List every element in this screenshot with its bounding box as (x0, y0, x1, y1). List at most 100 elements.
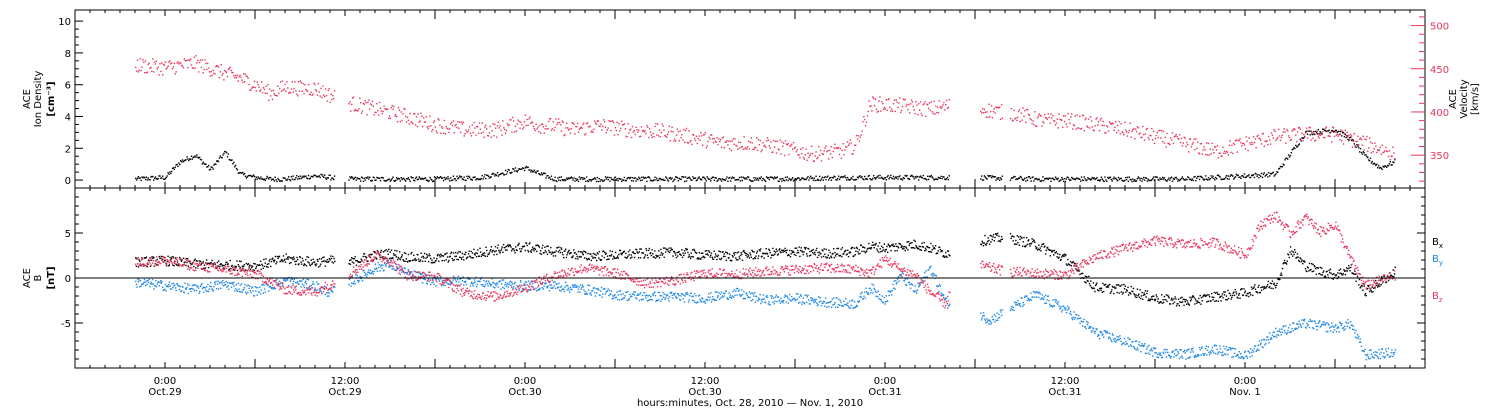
bx-point (543, 251, 545, 254)
bx-point (388, 248, 390, 251)
velocity-point (980, 110, 982, 112)
velocity-point (1073, 125, 1076, 127)
velocity-point (240, 76, 242, 78)
velocity-point (702, 144, 704, 146)
bx-point (809, 250, 811, 253)
velocity-point (258, 86, 260, 88)
density-point (372, 176, 374, 178)
bx-point (1213, 291, 1216, 294)
bx-point (576, 255, 578, 258)
bx-point (864, 252, 867, 254)
density-point (513, 170, 516, 172)
bx-point (1140, 295, 1143, 297)
bx-point (828, 249, 830, 251)
bx-point (1086, 276, 1088, 278)
density-point (756, 179, 758, 181)
velocity-point (1197, 141, 1199, 143)
density-point (1030, 180, 1032, 182)
density-point (686, 177, 689, 180)
bx-point (1310, 263, 1313, 265)
bx-point (1025, 244, 1027, 247)
velocity-point (1068, 118, 1070, 121)
density-point (833, 175, 835, 177)
density-point (1332, 130, 1334, 132)
velocity-point (1089, 127, 1091, 129)
bx-point (486, 255, 489, 257)
velocity-point (437, 118, 439, 120)
bx-point (1330, 272, 1332, 275)
velocity-point (250, 89, 252, 91)
density-point (1063, 178, 1066, 180)
velocity-point (398, 109, 401, 111)
density-point (794, 178, 797, 180)
velocity-point (691, 143, 693, 146)
velocity-point (909, 112, 911, 114)
bx-point (1327, 274, 1329, 276)
density-point (1031, 176, 1033, 179)
density-point (135, 179, 138, 181)
velocity-point (1199, 143, 1202, 145)
velocity-point (306, 89, 308, 92)
bx-point (729, 253, 731, 255)
bx-point (735, 257, 737, 259)
velocity-point (486, 134, 489, 137)
bx-point (482, 254, 484, 256)
velocity-point (476, 125, 478, 128)
bx-point (788, 254, 790, 256)
density-point (815, 175, 817, 177)
density-point (630, 176, 632, 179)
bx-point (801, 250, 803, 252)
bx-point (1223, 294, 1226, 296)
density-point (587, 180, 590, 183)
density-point (1336, 131, 1338, 133)
bx-point (1371, 286, 1373, 288)
velocity-point (300, 82, 302, 84)
bx-point (1175, 305, 1178, 307)
bx-point (916, 246, 918, 248)
density-point (1332, 131, 1335, 133)
density-point (711, 176, 714, 178)
velocity-point (1082, 114, 1085, 117)
density-point (249, 174, 251, 177)
density-point (918, 176, 921, 178)
velocity-point (467, 131, 469, 133)
density-point (519, 168, 521, 170)
plasma-panel-frame (74, 9, 1426, 189)
bx-point (322, 260, 325, 262)
velocity-point (746, 148, 748, 150)
bx-point (212, 264, 214, 266)
density-point (1341, 132, 1344, 134)
velocity-point (284, 83, 286, 86)
velocity-point (1092, 129, 1094, 131)
velocity-point (1090, 120, 1093, 122)
by-point (160, 280, 162, 282)
bx-point (683, 250, 686, 252)
velocity-point (350, 110, 352, 112)
velocity-point (915, 101, 917, 103)
bx-point (1236, 296, 1238, 298)
bx-point (948, 254, 950, 256)
bx-point (1235, 291, 1237, 293)
density-point (648, 176, 650, 178)
velocity-point (775, 152, 778, 154)
density-point (1373, 162, 1375, 164)
velocity-point (149, 67, 151, 69)
velocity-point (1350, 135, 1353, 137)
density-point (309, 177, 311, 179)
density-point (567, 177, 570, 179)
bx-point (609, 250, 611, 252)
velocity-point (539, 124, 541, 127)
density-point (1187, 176, 1189, 178)
bx-point (623, 250, 626, 253)
density-point (773, 178, 775, 180)
velocity-point (1201, 153, 1203, 155)
by-point (137, 281, 140, 283)
bx-point (264, 262, 266, 264)
velocity-point (607, 127, 609, 129)
bx-point (648, 247, 651, 250)
density-point (744, 178, 746, 180)
density-point (284, 177, 286, 179)
velocity-point (136, 59, 139, 61)
velocity-point (369, 103, 372, 105)
bx-point (567, 252, 569, 254)
